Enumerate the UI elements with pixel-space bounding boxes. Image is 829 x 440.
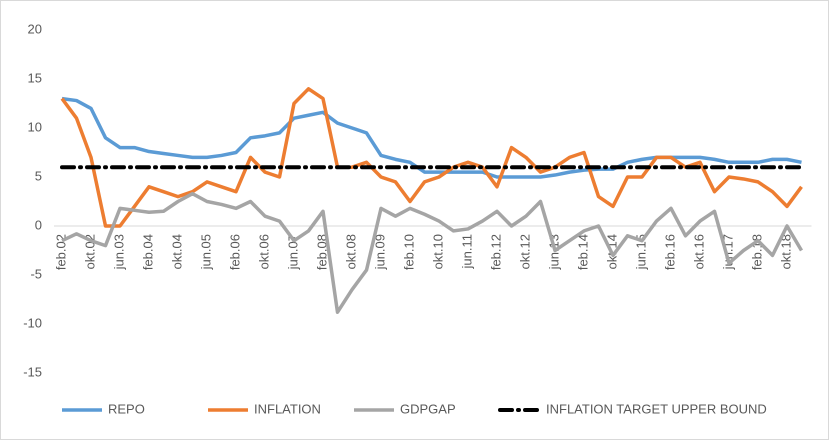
y-tick-label: 15 [28, 70, 42, 85]
x-tick-label: jun.11 [459, 234, 474, 269]
legend-label: GDPGAP [400, 401, 456, 416]
y-tick-label: 10 [28, 119, 42, 134]
legend-label: INFLATION TARGET UPPER BOUND [546, 401, 767, 416]
x-tick-label: jun.09 [372, 234, 387, 270]
x-tick-label: feb.02 [53, 234, 68, 270]
x-tick-label: feb.06 [227, 234, 242, 270]
legend-label: REPO [108, 401, 145, 416]
y-tick-label: -15 [23, 364, 42, 379]
y-tick-label: -5 [30, 266, 42, 281]
x-tick-label: feb.04 [140, 234, 155, 270]
x-tick-label: okt.08 [343, 234, 358, 269]
series-line [61, 96, 802, 179]
x-tick-label: feb.10 [401, 234, 416, 270]
x-tick-label: jun.13 [546, 234, 561, 270]
x-tick-label: feb.16 [662, 234, 677, 270]
x-tick-label: jun.03 [111, 234, 126, 270]
x-tick-label: okt.10 [430, 234, 445, 269]
y-tick-label: 20 [28, 21, 42, 36]
x-tick-label: okt.04 [169, 234, 184, 269]
x-tick-label: feb.08 [314, 234, 329, 270]
x-tick-label: feb.14 [575, 234, 590, 270]
series-line [60, 87, 803, 228]
series-line [61, 191, 804, 314]
y-tick-label: 0 [35, 217, 42, 232]
x-tick-label: okt.12 [517, 234, 532, 269]
x-tick-label: jun.15 [633, 234, 648, 270]
legend-label: INFLATION [254, 401, 321, 416]
y-tick-label: 5 [35, 168, 42, 183]
x-tick-label: jun.05 [198, 234, 213, 270]
y-tick-label: -10 [23, 315, 42, 330]
x-tick-label: okt.16 [691, 234, 706, 269]
x-tick-label: jun.07 [285, 234, 300, 270]
x-tick-label: feb.12 [488, 234, 503, 270]
x-tick-label: okt.18 [778, 234, 793, 269]
x-tick-label: okt.06 [256, 234, 271, 269]
